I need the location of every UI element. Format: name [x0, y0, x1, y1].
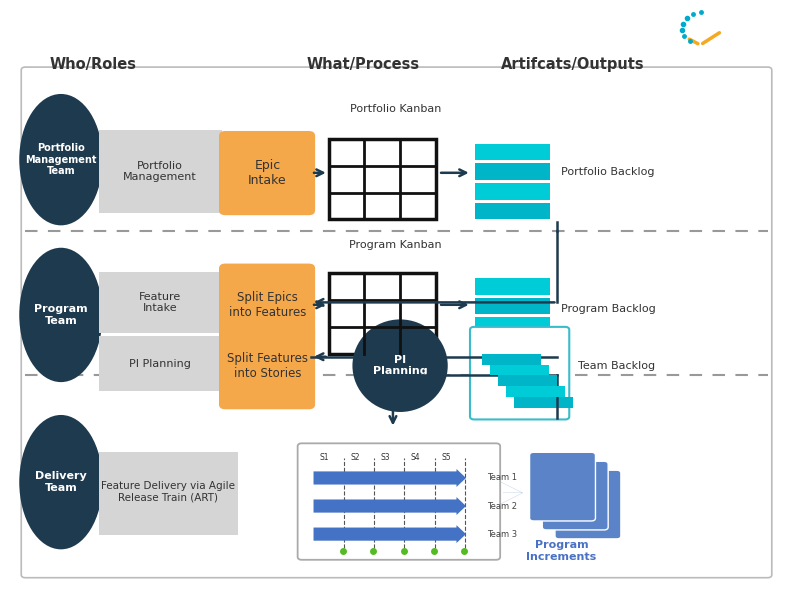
- Text: PI
Planning: PI Planning: [373, 355, 427, 376]
- FancyArrow shape: [313, 525, 466, 543]
- Bar: [482, 354, 541, 364]
- FancyArrow shape: [313, 497, 466, 515]
- Text: S2: S2: [351, 453, 359, 462]
- FancyBboxPatch shape: [555, 470, 621, 539]
- Ellipse shape: [352, 319, 448, 412]
- Text: Portfolio
Management: Portfolio Management: [124, 161, 197, 182]
- Text: Portfolio Backlog: Portfolio Backlog: [561, 167, 655, 176]
- Text: S5: S5: [442, 453, 451, 462]
- Text: Team 3: Team 3: [487, 530, 516, 539]
- FancyBboxPatch shape: [297, 443, 501, 560]
- Bar: [475, 298, 550, 314]
- FancyBboxPatch shape: [219, 325, 315, 409]
- Text: Program
Team: Program Team: [34, 304, 88, 326]
- Ellipse shape: [19, 415, 103, 550]
- Bar: [475, 278, 550, 295]
- Bar: [490, 365, 549, 375]
- FancyArrow shape: [313, 469, 466, 487]
- FancyBboxPatch shape: [529, 452, 595, 521]
- Bar: [475, 337, 550, 354]
- Bar: [513, 397, 573, 407]
- FancyBboxPatch shape: [99, 452, 238, 535]
- Ellipse shape: [19, 94, 103, 226]
- Text: Program
Increments: Program Increments: [526, 540, 596, 562]
- FancyBboxPatch shape: [219, 131, 315, 215]
- Bar: [475, 143, 550, 160]
- Text: Program Kanban: Program Kanban: [349, 240, 442, 250]
- Text: Team 1: Team 1: [487, 473, 516, 482]
- Text: Artifcats/Outputs: Artifcats/Outputs: [501, 56, 645, 71]
- Ellipse shape: [19, 248, 103, 382]
- Bar: [506, 386, 565, 397]
- Text: Program Backlog: Program Backlog: [561, 304, 656, 314]
- Text: S3: S3: [380, 453, 391, 462]
- Bar: [475, 163, 550, 180]
- Text: Delivery
Team: Delivery Team: [35, 472, 87, 493]
- FancyBboxPatch shape: [99, 337, 222, 391]
- Text: Feature Delivery via Agile
Release Train (ART): Feature Delivery via Agile Release Train…: [101, 481, 235, 503]
- FancyBboxPatch shape: [542, 461, 608, 530]
- Text: Split Features
into Stories: Split Features into Stories: [227, 352, 308, 380]
- Text: Feature
Intake: Feature Intake: [139, 292, 182, 313]
- Text: Who/Roles: Who/Roles: [49, 56, 136, 71]
- Text: Split Epics
into Features: Split Epics into Features: [229, 291, 306, 319]
- Text: Team Backlog: Team Backlog: [578, 361, 655, 371]
- Text: S1: S1: [320, 453, 329, 462]
- FancyBboxPatch shape: [22, 67, 771, 578]
- Bar: [475, 317, 550, 334]
- Bar: [328, 273, 436, 354]
- Text: What/Process: What/Process: [306, 56, 419, 71]
- Text: Portfolio Kanban: Portfolio Kanban: [350, 104, 441, 114]
- Text: PI Planning: PI Planning: [129, 359, 191, 369]
- Text: Team 2: Team 2: [487, 502, 516, 511]
- Bar: [475, 183, 550, 200]
- Bar: [475, 203, 550, 220]
- FancyBboxPatch shape: [219, 263, 315, 348]
- Bar: [328, 139, 436, 220]
- Bar: [498, 375, 557, 386]
- FancyBboxPatch shape: [99, 272, 222, 333]
- Text: Portfolio
Management
Team: Portfolio Management Team: [26, 143, 96, 176]
- FancyBboxPatch shape: [99, 130, 222, 214]
- Text: S4: S4: [411, 453, 421, 462]
- FancyBboxPatch shape: [470, 327, 569, 419]
- Text: Epic
Intake: Epic Intake: [248, 159, 287, 187]
